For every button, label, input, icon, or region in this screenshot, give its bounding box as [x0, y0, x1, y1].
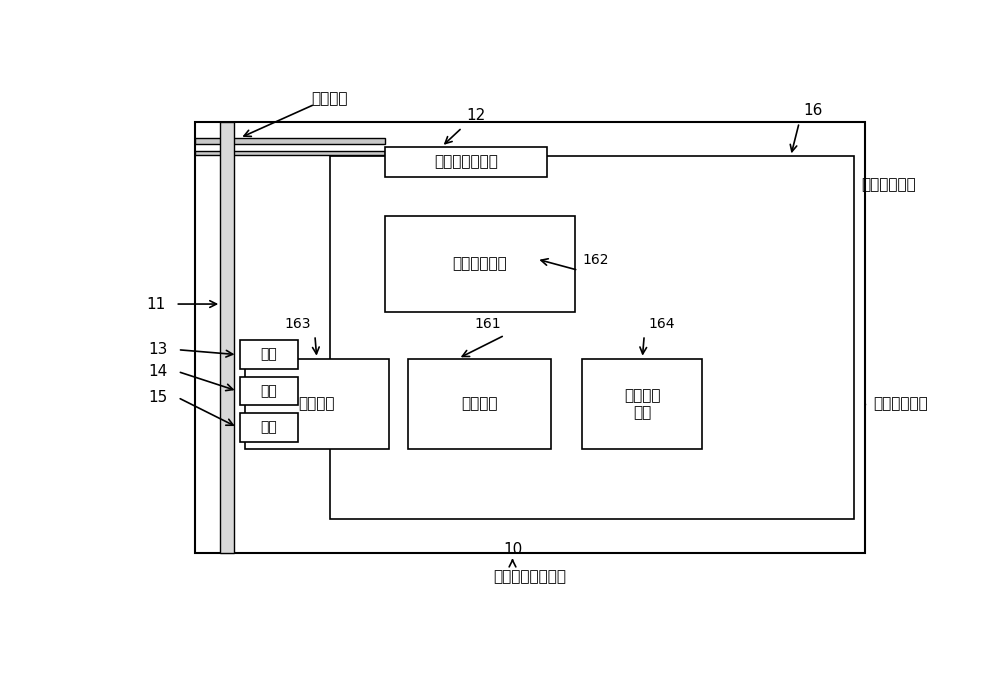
Bar	[240, 340, 298, 369]
Text: 11: 11	[146, 297, 166, 311]
Text: 检测控制模块: 检测控制模块	[861, 177, 916, 192]
Text: 12: 12	[466, 109, 485, 123]
Text: 人体血压测量装置: 人体血压测量装置	[493, 569, 566, 584]
Bar	[195, 123, 865, 553]
Bar	[582, 359, 702, 450]
Text: 信号检测电路: 信号检测电路	[452, 256, 507, 272]
Bar	[245, 359, 388, 450]
Text: 13: 13	[148, 342, 167, 357]
Bar	[240, 377, 298, 405]
Text: 164: 164	[648, 317, 675, 331]
Text: 162: 162	[582, 253, 609, 267]
Text: 慢阀: 慢阀	[260, 348, 277, 362]
Text: 16: 16	[803, 103, 822, 118]
Bar	[408, 359, 551, 450]
Text: 10: 10	[503, 543, 522, 557]
Bar	[385, 147, 547, 177]
Bar	[385, 216, 574, 312]
Text: 快阀: 快阀	[260, 384, 277, 398]
Text: 微控制器: 微控制器	[461, 396, 498, 411]
Text: 161: 161	[474, 317, 501, 331]
Text: 第一压力传感器: 第一压力传感器	[434, 154, 498, 169]
Text: 163: 163	[285, 317, 311, 331]
Bar	[195, 138, 385, 144]
Text: 连接移动终端: 连接移动终端	[873, 396, 928, 411]
Text: 14: 14	[148, 364, 167, 379]
Text: 气泵: 气泵	[260, 421, 277, 434]
Text: 供电通讯
电路: 供电通讯 电路	[624, 388, 661, 420]
Text: 控制电路: 控制电路	[299, 396, 335, 411]
Bar	[220, 123, 234, 553]
Text: 连接袖带: 连接袖带	[311, 92, 348, 106]
Bar	[330, 156, 854, 520]
Bar	[195, 151, 385, 155]
Text: 15: 15	[148, 390, 167, 405]
Bar	[240, 413, 298, 441]
